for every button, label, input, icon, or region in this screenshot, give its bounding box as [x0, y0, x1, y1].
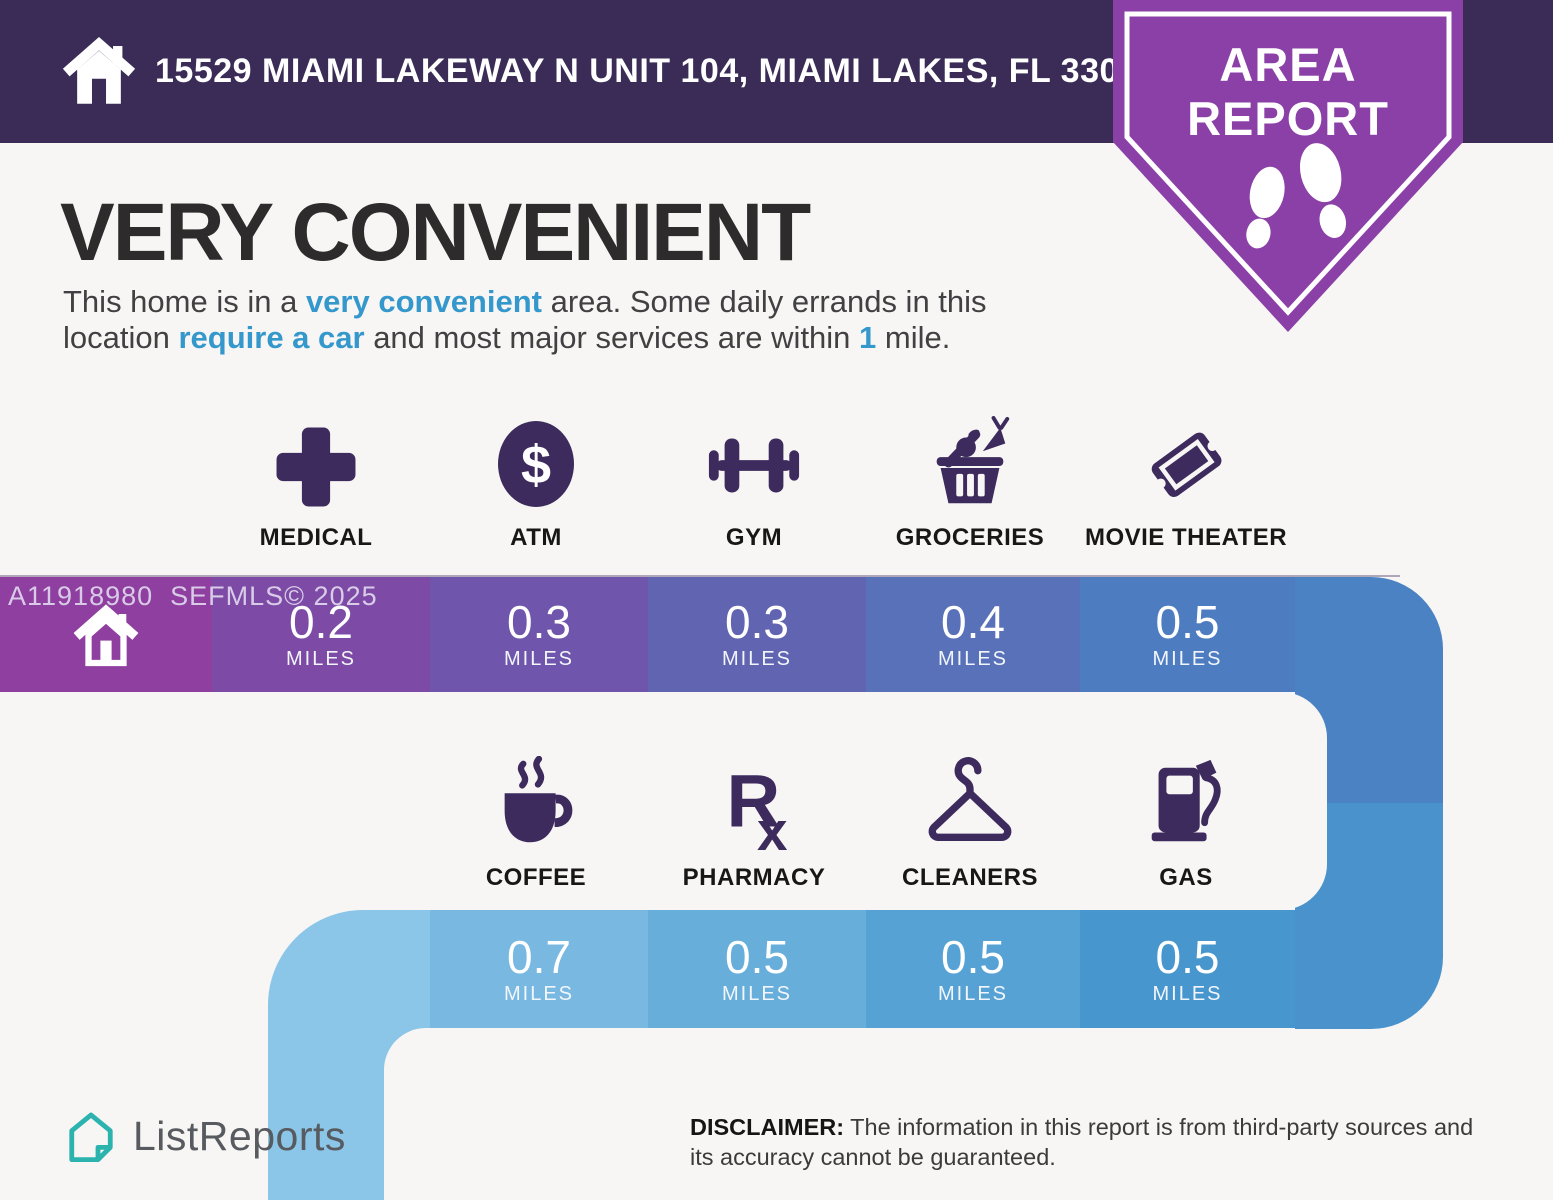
listreports-icon [69, 1112, 113, 1163]
intro-text: mile. [876, 320, 951, 355]
mls-watermark: A11918980 SEFMLS© 2025 [8, 581, 378, 611]
distance-value: 0.5 [941, 930, 1005, 983]
area-report-badge [1113, 0, 1463, 332]
property-address: 15529 MIAMI LAKEWAY N UNIT 104, MIAMI LA… [155, 52, 1158, 90]
distance-tile-atm: 0.3 MILES [430, 577, 648, 692]
rx-letter-x: x [757, 800, 788, 854]
distance-tile-coffee: 0.7 MILES [430, 910, 648, 1028]
distance-value: 0.5 [1155, 930, 1220, 983]
category-label: GYM [725, 524, 783, 551]
route-right-turn [1295, 577, 1443, 1029]
category-pharmacy: R x PHARMACY [644, 752, 864, 892]
gas-icon [1137, 752, 1235, 854]
route-inner-corner-left [384, 1028, 524, 1200]
intro-paragraph: This home is in a very convenient area. … [63, 284, 1123, 356]
distance-value: 0.4 [941, 596, 1005, 648]
listreports-logo: ListReports [63, 1106, 346, 1166]
category-label: GROCERIES [895, 524, 1045, 551]
home-icon [60, 32, 138, 112]
category-label: MOVIE THEATER [1084, 524, 1288, 551]
category-label: COFFEE [485, 864, 587, 891]
distance-value: 0.2 [289, 596, 353, 648]
intro-text: location [63, 320, 179, 355]
intro-line-2: location require a car and most major se… [63, 320, 1123, 356]
distance-value: 0.5 [725, 930, 789, 983]
distance-tile-gym: 0.3 MILES [648, 577, 866, 692]
distance-unit: MILES [503, 982, 575, 1005]
rx-letter-r: R [727, 760, 781, 843]
intro-highlight: very convenient [305, 284, 542, 319]
distance-unit: MILES [937, 648, 1009, 670]
distance-tile-cleaners: 0.5 MILES [866, 910, 1080, 1028]
disclaimer: DISCLAIMER: The information in this repo… [690, 1112, 1495, 1172]
cleaners-icon [921, 752, 1019, 854]
category-label: GAS [1159, 864, 1213, 891]
route-home-tile [0, 577, 212, 692]
category-label: CLEANERS [901, 864, 1038, 891]
intro-text: This home is in a [63, 284, 306, 319]
category-gym: GYM [644, 412, 864, 552]
category-label: PHARMACY [682, 864, 826, 891]
distance-tile-medical: 0.2 MILES [212, 577, 430, 692]
badge-shape [1113, 0, 1463, 332]
brand-name: ListReports [133, 1112, 346, 1159]
badge-title: AREA REPORT [1113, 38, 1463, 146]
distance-value: 0.5 [1155, 596, 1220, 648]
distance-value: 0.7 [507, 930, 571, 983]
intro-highlight: 1 [859, 320, 877, 355]
disclaimer-label: DISCLAIMER: [690, 1114, 845, 1140]
intro-text: area. Some daily errands in this [541, 284, 987, 319]
distance-tile-pharmacy: 0.5 MILES [648, 910, 866, 1028]
distance-unit: MILES [1152, 648, 1223, 670]
distance-unit: MILES [721, 648, 793, 670]
coffee-icon [487, 752, 585, 854]
category-gas: GAS [1076, 752, 1296, 892]
intro-text: and most major services are within [364, 320, 860, 355]
distance-unit: MILES [285, 648, 357, 670]
distance-tile-gas: 0.5 MILES [1080, 910, 1295, 1028]
intro-line-1: This home is in a very convenient area. … [63, 284, 1123, 320]
home-icon [73, 603, 139, 666]
category-groceries: GROCERIES [860, 412, 1080, 552]
badge-inner-border [1124, 11, 1452, 316]
distance-unit: MILES [721, 982, 793, 1005]
category-movie-theater: MOVIE THEATER [1076, 412, 1296, 552]
distance-tile-groceries: 0.4 MILES [866, 577, 1080, 692]
category-coffee: COFFEE [426, 752, 646, 892]
dollar-symbol: $ [521, 435, 551, 495]
disclaimer-text: The information in this report is from t… [690, 1114, 1474, 1170]
page-title: VERY CONVENIENT [60, 187, 811, 278]
category-cleaners: CLEANERS [860, 752, 1080, 892]
badge-title-line1: AREA [1219, 38, 1357, 91]
distance-unit: MILES [1152, 982, 1223, 1005]
gym-icon [705, 412, 803, 514]
category-atm: $ ATM [426, 412, 646, 552]
pharmacy-icon: R x [705, 752, 803, 854]
category-medical: MEDICAL [206, 412, 426, 552]
category-label: ATM [510, 524, 562, 551]
intro-highlight: require a car [178, 320, 365, 355]
distance-unit: MILES [503, 648, 575, 670]
distance-unit: MILES [937, 982, 1009, 1005]
groceries-icon [921, 412, 1019, 514]
distance-tile-movie-theater: 0.5 MILES [1080, 577, 1295, 692]
atm-icon: $ [486, 412, 586, 514]
distance-value: 0.3 [725, 596, 789, 648]
movie-theater-icon [1136, 412, 1236, 514]
medical-icon [269, 412, 363, 514]
footprints-icon [1246, 143, 1347, 249]
badge-title-line2: REPORT [1187, 92, 1389, 145]
category-label: MEDICAL [259, 524, 373, 551]
distance-value: 0.3 [507, 596, 571, 648]
route-top-edge [0, 575, 1400, 577]
